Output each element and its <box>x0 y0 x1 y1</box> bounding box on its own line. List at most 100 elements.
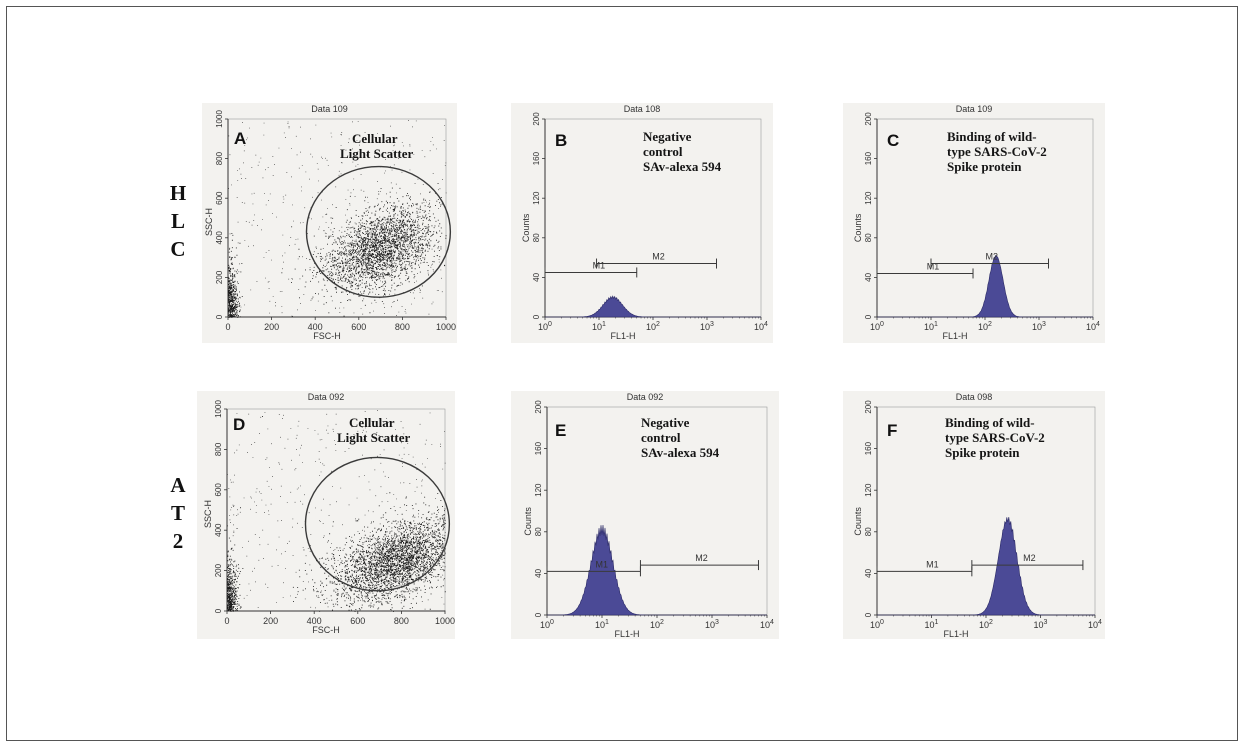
x-tick-label: 100 <box>870 321 884 332</box>
panel-caption: Binding of wild- type SARS-CoV-2 Spike p… <box>947 129 1047 174</box>
x-tick-label: 0 <box>225 322 230 332</box>
y-tick-label: 800 <box>214 442 223 456</box>
marker-m1: M1 <box>876 559 973 577</box>
x-tick-label: 102 <box>650 619 664 630</box>
histogram-area <box>877 254 1093 318</box>
caption-line: Binding of wild- <box>945 415 1035 430</box>
marker-label: M2 <box>1023 553 1036 563</box>
panel-letter: B <box>555 131 568 150</box>
x-tick-label: 104 <box>760 619 774 630</box>
caption-line: Negative <box>641 415 690 430</box>
x-tick-label: 101 <box>595 619 609 630</box>
x-axis-title: FSC-H <box>313 331 341 341</box>
x-axis-title: FL1-H <box>943 629 968 639</box>
marker-m1: M1 <box>876 261 974 279</box>
x-axis-title: FL1-H <box>614 629 639 639</box>
caption-line: Cellular <box>352 131 398 146</box>
row-label-letter: L <box>170 209 185 233</box>
row-label-letter: H <box>169 181 187 205</box>
figure-frame: H L C A T 2 0 200 400 600 800 1000 0 200 400 600 8… <box>6 6 1238 741</box>
y-tick-label: 200 <box>864 400 873 414</box>
x-tick-label: 600 <box>350 616 365 626</box>
x-axis-title: FL1-H <box>942 331 967 341</box>
panel-caption: Cellular Light Scatter <box>340 131 413 161</box>
chart-plot: 0 40 80 120 160 200 100 101 102 103 104 FL1-H Counts… <box>853 400 1102 639</box>
plot-frame <box>227 118 447 318</box>
y-tick-label: 80 <box>864 233 873 242</box>
y-tick-label: 80 <box>534 527 543 536</box>
y-tick-label: 200 <box>864 112 873 126</box>
row-label-letter: 2 <box>172 529 184 553</box>
y-tick-label: 1000 <box>214 400 223 418</box>
x-tick-label: 102 <box>978 321 992 332</box>
panel-caption: Negative control SAv-alexa 594 <box>641 415 719 460</box>
gate-circle <box>304 456 451 592</box>
histogram-area <box>877 517 1095 616</box>
chart-plot: 0 40 80 120 160 200 100 101 102 103 104 FL1-H Counts… <box>523 400 774 639</box>
x-tick-label: 100 <box>538 321 552 332</box>
panel-letter: E <box>555 421 567 440</box>
row-label-hlc: H L C <box>163 179 193 263</box>
panel-caption: Binding of wild- type SARS-CoV-2 Spike p… <box>945 415 1045 460</box>
x-tick-label: 100 <box>870 619 884 630</box>
panel-caption: Cellular Light Scatter <box>337 415 410 445</box>
marker-label: M1 <box>593 260 606 270</box>
panel-caption: Negative control SAv-alexa 594 <box>643 129 721 174</box>
y-tick-label: 80 <box>532 233 541 242</box>
y-axis-title: Counts <box>521 213 531 242</box>
data-title: Data 092 <box>307 392 345 402</box>
y-tick-label: 0 <box>864 314 873 319</box>
y-axis-title: SSC-H <box>203 500 213 528</box>
row-label-letter: C <box>170 237 186 261</box>
scatter-points <box>228 120 447 318</box>
caption-line: Spike protein <box>947 159 1022 174</box>
x-tick-label: 800 <box>394 616 409 626</box>
data-title: Data 109 <box>311 104 348 114</box>
y-tick-label: 1000 <box>215 110 224 128</box>
data-title: Data 092 <box>626 392 664 402</box>
histogram-area <box>545 295 761 318</box>
caption-line: type SARS-CoV-2 <box>947 144 1047 159</box>
y-tick-label: 120 <box>864 483 873 497</box>
marker-m2: M2 <box>639 553 759 571</box>
x-tick-label: 600 <box>351 322 366 332</box>
y-axis-title: SSC-H <box>204 208 214 236</box>
marker-m2: M2 <box>596 252 718 269</box>
plot-frame <box>226 408 446 612</box>
caption-line: Negative <box>643 129 692 144</box>
histogram-area <box>547 524 767 616</box>
y-tick-label: 200 <box>214 563 223 577</box>
x-tick-label: 104 <box>754 321 768 332</box>
caption-line: control <box>643 144 683 159</box>
chart-plot: 0 40 80 120 160 200 100 101 102 103 104 FL1-H Counts… <box>853 112 1100 341</box>
panel-b-histogram: 0 40 80 120 160 200 100 101 102 103 104 FL1-H Counts… <box>511 103 773 343</box>
y-tick-label: 160 <box>534 441 543 455</box>
y-tick-label: 120 <box>532 191 541 205</box>
row-label-letter: A <box>170 473 186 497</box>
y-tick-label: 0 <box>534 612 543 617</box>
panel-f-histogram: 0 40 80 120 160 200 100 101 102 103 104 FL1-H Counts… <box>843 391 1105 639</box>
y-tick-label: 0 <box>214 608 223 613</box>
x-tick-label: 101 <box>924 321 938 332</box>
caption-line: Cellular <box>349 415 395 430</box>
marker-label: M1 <box>926 559 939 569</box>
panel-letter: D <box>233 415 246 434</box>
x-tick-label: 200 <box>264 322 279 332</box>
panel-letter: F <box>887 421 898 440</box>
y-tick-label: 200 <box>532 112 541 126</box>
gate-circle <box>305 165 452 298</box>
caption-line: control <box>641 430 681 445</box>
y-tick-label: 800 <box>215 151 224 165</box>
x-tick-label: 103 <box>700 321 714 332</box>
y-tick-label: 40 <box>864 272 873 281</box>
y-axis-title: Counts <box>853 213 863 242</box>
chart-plot: 0 40 80 120 160 200 100 101 102 103 104 FL1-H Counts… <box>521 112 768 341</box>
panel-c-histogram: 0 40 80 120 160 200 100 101 102 103 104 FL1-H Counts… <box>843 103 1105 343</box>
x-tick-label: 104 <box>1086 321 1100 332</box>
panel-letter: A <box>234 129 247 148</box>
marker-label: M1 <box>595 559 608 569</box>
x-tick-label: 100 <box>540 619 554 630</box>
y-tick-label: 120 <box>864 191 873 205</box>
marker-m2: M2 <box>971 553 1084 571</box>
x-tick-label: 104 <box>1088 619 1102 630</box>
